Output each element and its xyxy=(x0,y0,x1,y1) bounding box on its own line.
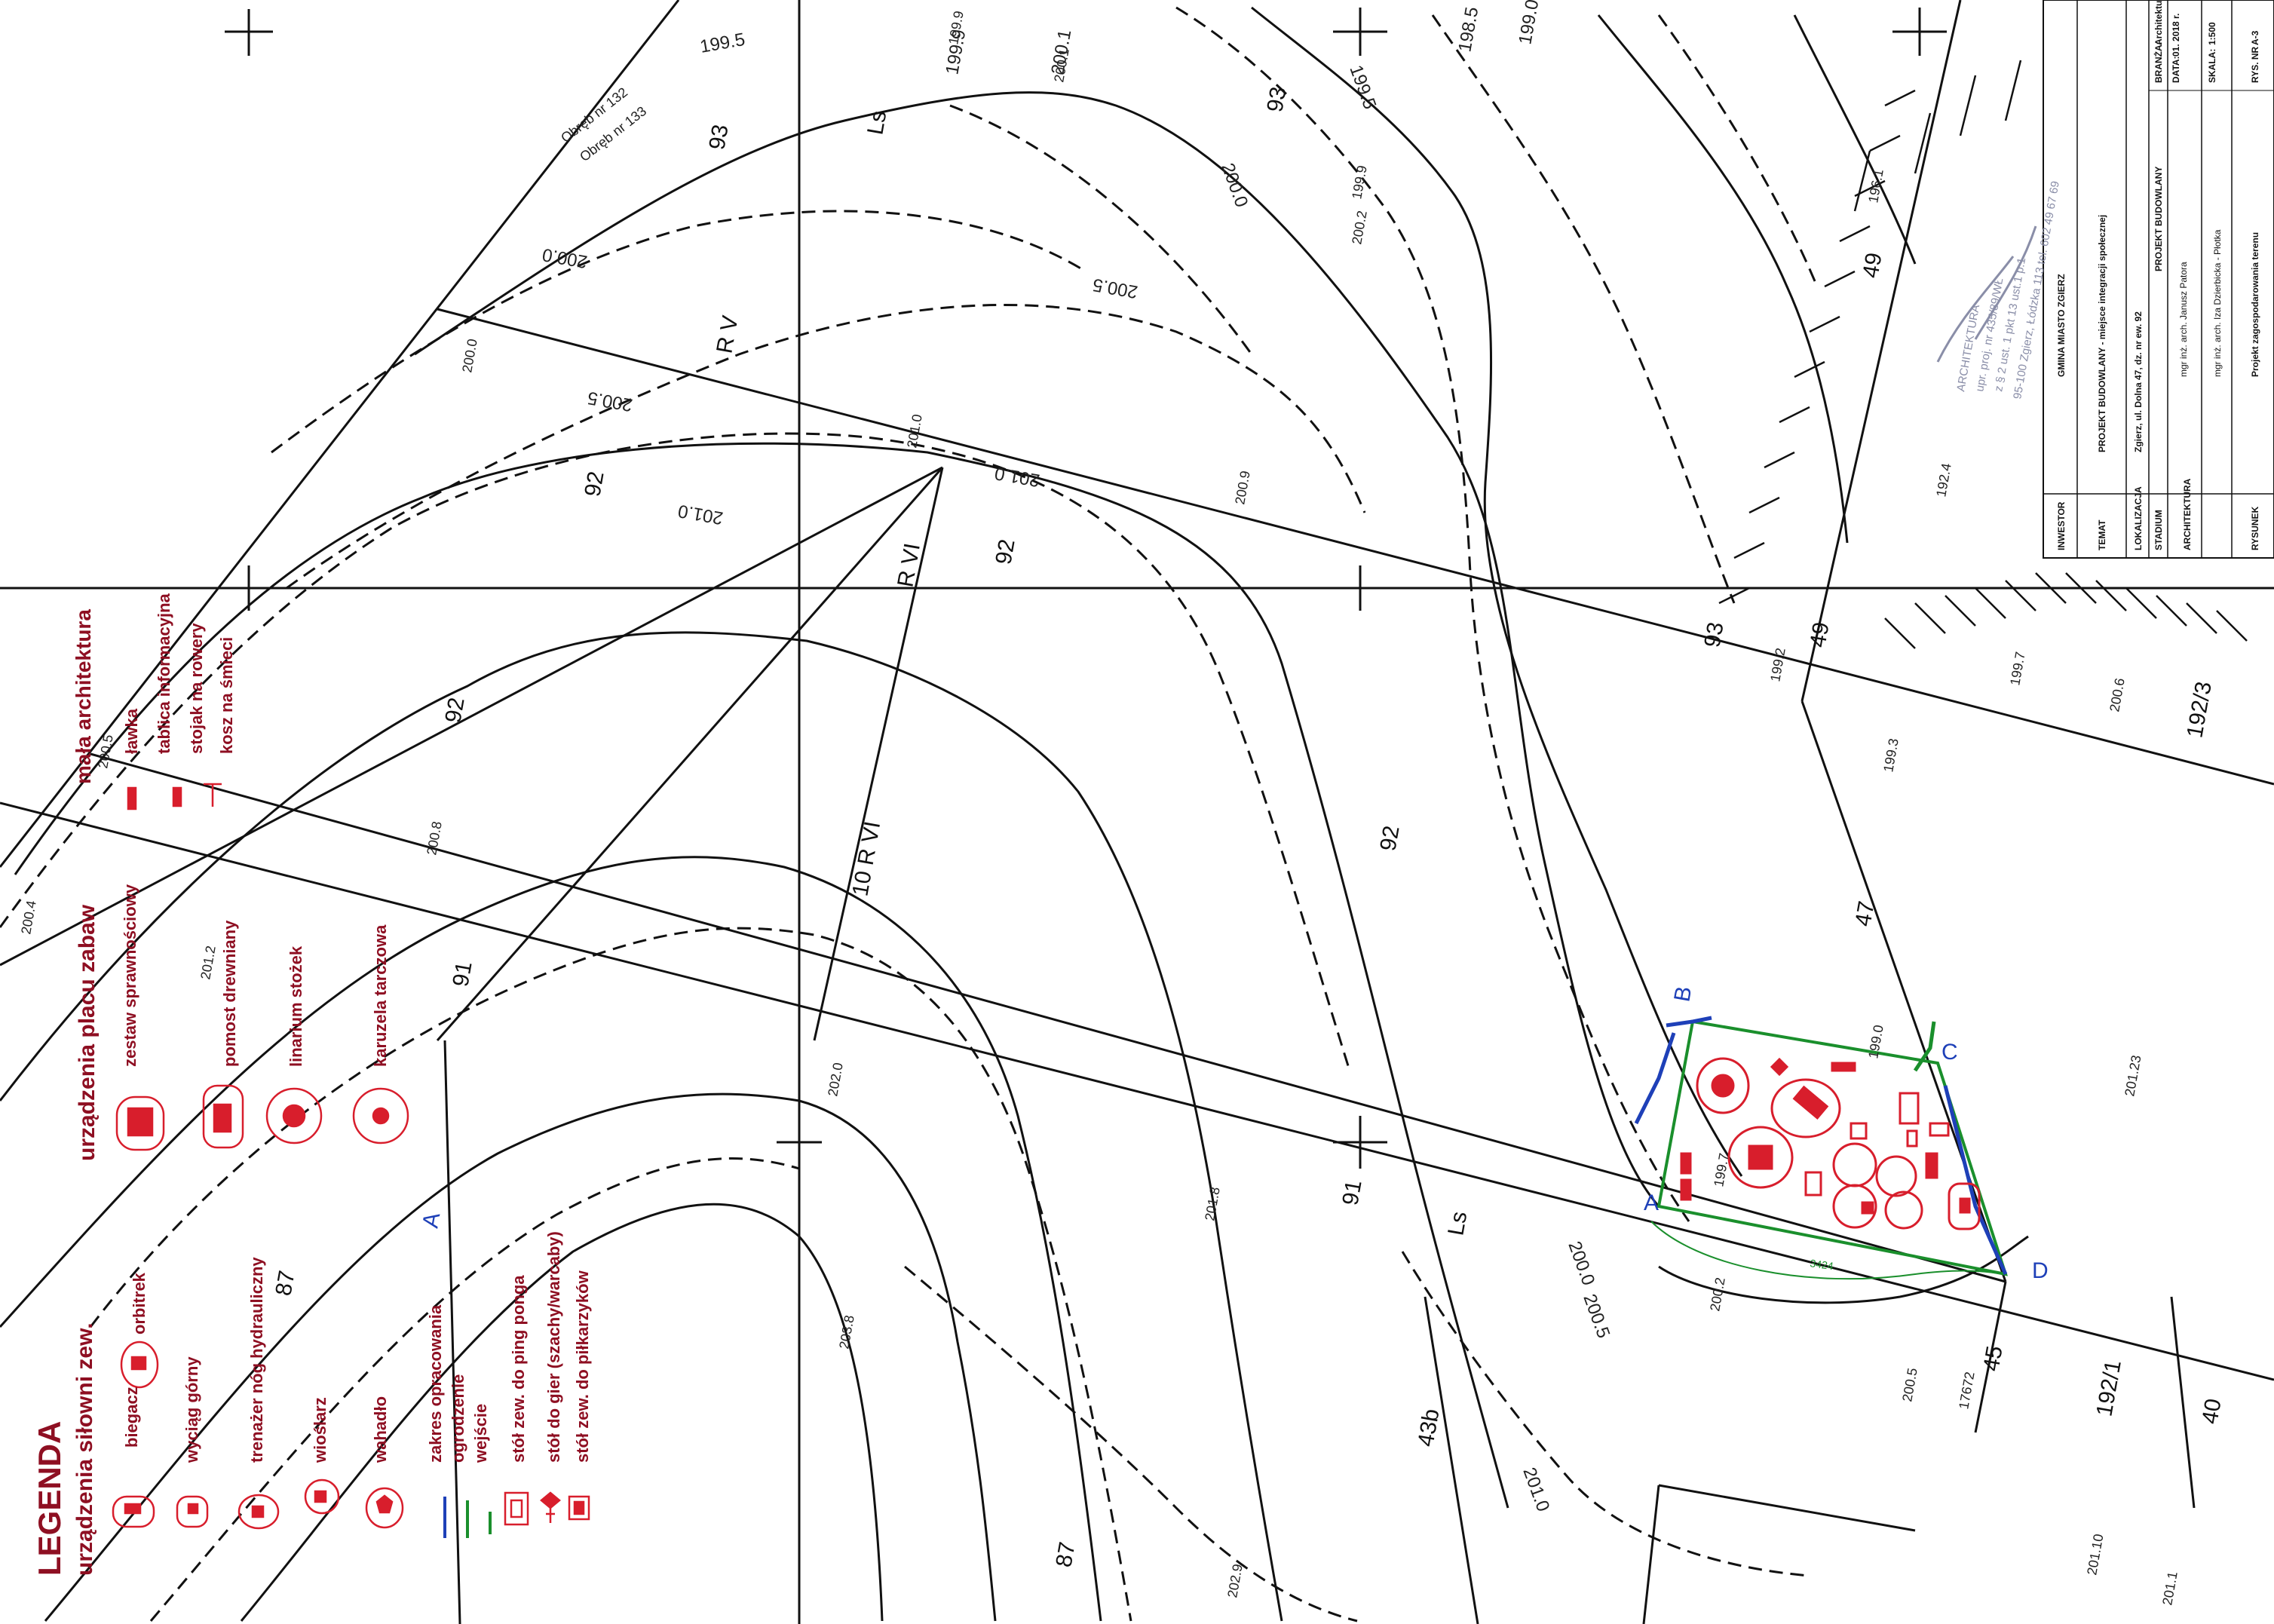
parcel-label: 87 xyxy=(271,1269,299,1298)
legend-other-item: zakres opracowania xyxy=(426,1304,445,1463)
parcel-label: 93 xyxy=(1699,620,1728,650)
parcel-label: 93 xyxy=(1262,85,1291,115)
parcel-label: Ls xyxy=(1443,1209,1472,1237)
parcel-label: 93 xyxy=(704,123,733,152)
legend-title: LEGENDA xyxy=(32,1421,67,1576)
legend-fitness-item: wahadło xyxy=(371,1396,390,1463)
site-boundary xyxy=(1634,1016,2008,1280)
title-label: DATA: xyxy=(2171,56,2181,83)
parcel-label: 40 xyxy=(2197,1397,2226,1426)
title-value: 01. 2018 r. xyxy=(2171,14,2181,57)
legend-small-arch-item: ławka xyxy=(122,708,141,754)
title-value: mgr inż. arch. Iza Dzierbicka - Płotka xyxy=(2212,229,2223,377)
slope-hatching xyxy=(1718,52,2248,649)
parcel-label: 91 xyxy=(448,960,477,989)
parcel-label: 45 xyxy=(1978,1344,2007,1374)
title-label: STADIUM xyxy=(2153,510,2164,550)
legend-fitness-item: wioślarz xyxy=(311,1397,329,1463)
point-label: D xyxy=(2032,1258,2049,1283)
point-label: A xyxy=(1644,1190,1659,1215)
title-value: mgr inż. arch. Janusz Patora xyxy=(2178,262,2189,377)
parcel-label: Ls xyxy=(863,109,891,136)
legend: LEGENDA urządzenia siłowni zew. biegacz … xyxy=(32,593,592,1576)
title-value: Zgierz, ul. Dolna 47, dz. nr ew. 92 xyxy=(2133,311,2144,452)
contour-labels: 199.5 199.9 200.1 200.0 200.5 201.0 200.… xyxy=(541,0,1614,1514)
legend-other-item: stół zew. do piłkarzyków xyxy=(573,1270,592,1463)
parcel-label: 49 xyxy=(1858,251,1886,280)
title-value: A-3 xyxy=(2250,30,2260,45)
legend-small-arch-heading: mała architektura xyxy=(72,609,95,784)
parcel-label: 92 xyxy=(440,696,469,725)
legend-small-arch-item: kosz na śmieci xyxy=(217,637,236,754)
title-value: PROJEKT BUDOWLANY - miejsce integracji s… xyxy=(2097,215,2107,452)
title-label: SKALA: xyxy=(2207,49,2217,83)
title-value: PROJEKT BUDOWLANY xyxy=(2153,167,2164,271)
title-value: 1:500 xyxy=(2207,22,2217,45)
title-label: TEMAT xyxy=(2097,519,2107,550)
legend-playground-item: karuzela tarczowa xyxy=(371,924,390,1067)
title-label: RYSUNEK xyxy=(2250,506,2260,550)
parcel-label: 87 xyxy=(1051,1540,1080,1570)
legend-fitness-item: biegacz xyxy=(122,1387,141,1448)
legend-playground-heading: urządzenia placu zabaw xyxy=(75,904,100,1161)
title-label: ARCHITEKTURA xyxy=(2182,478,2193,550)
title-value: GMINA MIASTO ZGIERZ xyxy=(2056,274,2067,377)
legend-fitness-item: wyciąg górny xyxy=(182,1356,201,1463)
legend-symbols xyxy=(112,783,590,1530)
legend-other-item: stół do gier (szachy/warcaby) xyxy=(544,1231,563,1463)
point-label: C xyxy=(1941,1040,1958,1065)
legend-lines xyxy=(443,1497,492,1538)
contour-lines-dashed xyxy=(0,6,1819,1622)
legend-playground-item: linarium stożek xyxy=(287,945,305,1067)
title-label: BRANŻA: xyxy=(2153,41,2164,83)
legend-small-arch-item: tablica informacyjna xyxy=(155,593,173,754)
legend-fitness-heading: urządzenia siłowni zew. xyxy=(72,1322,97,1576)
title-label: RYS. NR xyxy=(2250,46,2260,83)
contour-lines-solid xyxy=(0,6,2029,1622)
legend-fitness-item: trenażer nóg hydrauliczny xyxy=(247,1257,266,1463)
parcel-label: 92 xyxy=(580,470,608,499)
title-value: Projekt zagospodarowania terenu xyxy=(2250,232,2260,377)
parcel-label: 49 xyxy=(1805,620,1834,650)
title-label: INWESTOR xyxy=(2056,501,2067,550)
legend-other-item: ogrodzenie xyxy=(449,1374,467,1463)
title-label: LOKALIZACJA xyxy=(2133,486,2144,550)
title-block: INWESTOR GMINA MIASTO ZGIERZ TEMAT PROJE… xyxy=(2043,0,2274,559)
survey-points: A B C D A 3424 xyxy=(418,985,2048,1283)
parcel-label: 47 xyxy=(1850,899,1879,929)
playground-equipment xyxy=(1680,1057,1981,1230)
parcel-label: 92 xyxy=(991,538,1019,567)
legend-small-arch-item: stojak na rowery xyxy=(187,623,206,754)
legend-other-item: wejście xyxy=(471,1404,490,1463)
legend-playground-item: zestaw sprawnościowy xyxy=(121,884,139,1067)
parcel-label: 92 xyxy=(1375,824,1404,853)
parcel-label: 91 xyxy=(1338,1178,1366,1208)
legend-fitness-item: orbitrek xyxy=(130,1272,149,1334)
measure-label: 3424 xyxy=(1810,1257,1834,1272)
legend-playground-item: pomost drewniany xyxy=(220,920,239,1067)
legend-other-item: stół zew. do ping ponga xyxy=(509,1275,528,1463)
title-value: Architektura xyxy=(2153,0,2164,45)
